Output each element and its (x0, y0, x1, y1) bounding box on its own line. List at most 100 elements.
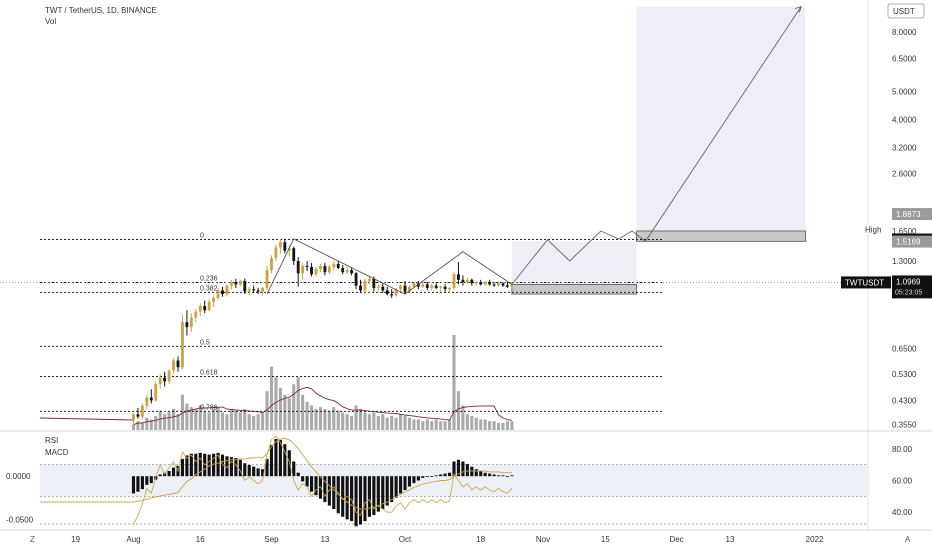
volume-bar (430, 421, 434, 430)
macd-histogram-bar (216, 452, 220, 477)
macd-histogram-bar (145, 476, 149, 485)
left-corner-label[interactable]: Z (30, 535, 35, 544)
macd-histogram-bar (492, 474, 496, 477)
volume-bar (412, 419, 416, 430)
macd-histogram-bar (358, 476, 363, 525)
macd-histogram-bar (345, 476, 349, 520)
macd-histogram-bar (425, 476, 429, 478)
volume-bar (488, 421, 492, 430)
volume-bar (278, 387, 282, 430)
macd-histogram-bar (496, 475, 501, 477)
macd-histogram-bar (292, 461, 296, 477)
candle-body (452, 274, 456, 288)
time-axis-tick: 13 (726, 535, 735, 544)
macd-histogram-bar (456, 459, 461, 477)
volume-bar (399, 414, 403, 430)
candle-body (238, 280, 242, 285)
rsi-label: RSI (45, 436, 58, 445)
macd-histogram-bar (247, 464, 251, 477)
candle-body (149, 397, 153, 401)
macd-histogram-bar (367, 476, 371, 517)
candle-body (474, 282, 478, 284)
currency-box[interactable] (887, 3, 925, 19)
macd-histogram-bar (167, 471, 171, 477)
price-axis-tick: 8.0000 (892, 28, 917, 37)
volume-ma-lead (39, 417, 134, 421)
candle-body (319, 265, 322, 270)
volume-bar (287, 398, 291, 430)
time-axis-tick: 2022 (806, 535, 824, 544)
candle-body (336, 263, 340, 269)
macd-histogram-bar (265, 458, 269, 477)
macd-histogram-bar (390, 476, 394, 503)
candle-body (194, 311, 198, 318)
macd-histogram-bar (385, 476, 389, 506)
macd-histogram-bar (501, 475, 505, 477)
time-axis-tick: Dec (669, 535, 683, 544)
volume-bar (198, 405, 202, 430)
volume-bar (443, 421, 447, 430)
volume-bar (296, 377, 300, 430)
volume-bar (367, 414, 371, 430)
macd-histogram-bar (488, 473, 492, 477)
macd-histogram-bar (212, 453, 216, 477)
price-axis-tick: 0.4300 (892, 396, 917, 405)
candle-body (354, 273, 358, 286)
macd-histogram-bar (180, 458, 185, 477)
candle-body (189, 317, 193, 328)
macd-histogram-bar (447, 472, 452, 477)
macd-histogram-bar (238, 459, 242, 477)
right-corner-label[interactable]: A (905, 535, 911, 544)
currency-label[interactable]: USDT (893, 7, 915, 16)
macd-histogram-bar (189, 453, 193, 477)
candle-body (305, 265, 309, 267)
macd-histogram-bar (131, 476, 136, 494)
forecast-box (636, 6, 806, 242)
macd-histogram-bar (274, 439, 278, 477)
candle-body (501, 283, 505, 286)
volume-bar (505, 421, 509, 430)
price-axis-label-box (892, 235, 932, 248)
macd-histogram-bar (136, 476, 140, 492)
volume-bar (140, 422, 144, 430)
price-axis-tick: 0.6500 (892, 344, 917, 353)
candle-body (363, 280, 367, 291)
candle-body (296, 261, 300, 274)
volume-bar (470, 415, 474, 430)
volume-bar (358, 408, 363, 430)
volume-bar (220, 412, 225, 430)
volume-bar (456, 391, 461, 430)
volume-bar (176, 414, 180, 430)
price-axis-label: 1.8873 (896, 210, 921, 219)
candle-body (390, 294, 394, 296)
macd-histogram-bar (149, 476, 153, 484)
candle-body (185, 322, 189, 328)
macd-label: MACD (45, 448, 69, 457)
symbol-tag-box (841, 276, 891, 289)
macd-histogram-bar (140, 476, 144, 490)
macd-histogram-bar (234, 458, 238, 477)
macd-axis-tick: 0.0000 (6, 472, 31, 481)
volume-bar (336, 410, 340, 430)
candle-body (287, 248, 291, 251)
candle-body (278, 242, 282, 248)
candle-body (394, 289, 398, 296)
time-axis-tick: 18 (476, 535, 485, 544)
time-axis-tick: Oct (399, 535, 412, 544)
volume-bar (180, 394, 185, 430)
candle-body (207, 301, 211, 311)
candle-body (425, 284, 429, 288)
candle-body (497, 283, 500, 286)
candle-body (225, 285, 229, 295)
macd-histogram-bar (399, 476, 403, 494)
macd-histogram-bar (381, 476, 385, 509)
candle-body (154, 383, 158, 401)
symbol-tag: TWTUSDT (845, 278, 884, 287)
volume-bar (225, 414, 229, 430)
time-axis-tick: 16 (196, 535, 205, 544)
volume-bar (283, 394, 287, 430)
candle-body (252, 289, 256, 291)
macd-histogram-bar (350, 476, 354, 522)
macd-histogram-bar (505, 476, 509, 477)
